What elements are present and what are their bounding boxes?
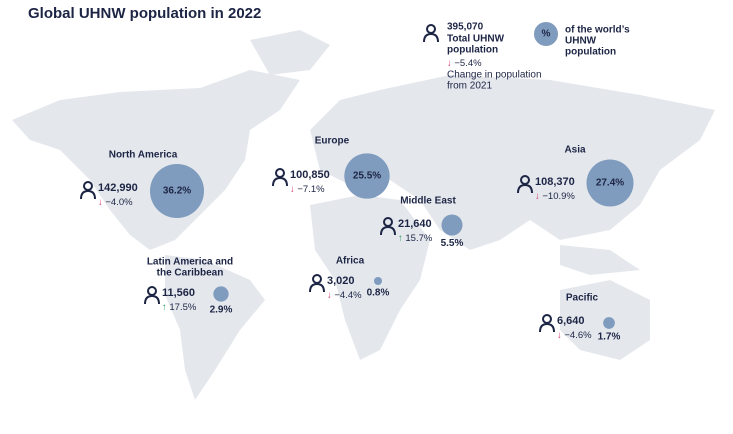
change-value: −5.4% (452, 58, 482, 69)
change: ↓ −5.4% (447, 58, 482, 69)
population: 142,990 (98, 182, 138, 194)
change-arrow: ↓ (327, 290, 332, 301)
change-arrow: ↓ (535, 191, 540, 202)
icon-head (542, 314, 552, 324)
change-arrow: ↑ (398, 233, 403, 244)
region: Middle East 21,640 ↑ 15.7% 5.5% (380, 196, 464, 249)
region: Africa 3,020 ↓ −4.4% 0.8% (309, 256, 390, 301)
share-label: 5.5% (441, 238, 464, 249)
world-map (12, 30, 715, 400)
legend-caption: population (565, 47, 616, 58)
change-arrow: ↓ (447, 58, 452, 69)
legend-bubble (534, 22, 558, 46)
change-value: −4.4% (332, 290, 362, 301)
icon-body (517, 183, 533, 194)
region: North America 142,990 ↓ −4.0% 36.2% (80, 150, 205, 219)
region-name: Africa (336, 256, 365, 267)
legend-population: 395,070 (447, 22, 484, 33)
person-icon (380, 217, 396, 236)
legend-caption: of the world’s (565, 25, 630, 36)
region: Europe 100,850 ↓ −7.1% 25.5% (272, 136, 390, 199)
legend-caption: UHNW (565, 36, 597, 47)
region-name: North America (109, 150, 178, 161)
person-icon (144, 286, 160, 305)
share-bubble (441, 214, 463, 236)
population: 100,850 (290, 169, 330, 181)
region-name: the Caribbean (157, 268, 224, 279)
legend-caption: Total UHNW (447, 34, 505, 45)
icon-head (312, 274, 322, 284)
change: ↑ 17.5% (162, 302, 197, 313)
change: ↓ −10.9% (535, 191, 575, 202)
region-name: Latin America and (147, 257, 233, 268)
change-value: −10.9% (540, 191, 576, 202)
population: 3,020 (327, 275, 355, 287)
share-bubble (586, 159, 634, 207)
share-label: 1.7% (598, 331, 621, 342)
icon-body (80, 189, 96, 200)
change: ↓ −4.0% (98, 197, 133, 208)
change-value: −4.0% (103, 197, 133, 208)
icon-body (272, 176, 288, 187)
region: Asia 108,370 ↓ −10.9% 27.4% (517, 145, 634, 207)
region-name: Pacific (566, 293, 599, 304)
icon-head (275, 168, 285, 178)
person-icon (272, 168, 288, 187)
region-name: Middle East (400, 196, 456, 207)
icon-body (380, 225, 396, 236)
population: 6,640 (557, 315, 585, 327)
legend-caption: from 2021 (447, 81, 492, 92)
person-icon (539, 314, 555, 333)
share-label: 25.5% (353, 171, 381, 182)
icon-body (423, 32, 439, 43)
change-arrow: ↑ (162, 302, 167, 313)
region: Pacific 6,640 ↓ −4.6% 1.7% (539, 293, 621, 342)
title: Global UHNW population in 2022 (28, 5, 261, 22)
share-bubble (373, 276, 383, 286)
change: ↑ 15.7% (398, 233, 433, 244)
icon-body (539, 322, 555, 333)
person-icon (309, 274, 325, 293)
share-label: 2.9% (210, 304, 233, 315)
icon-head (147, 286, 157, 296)
share-label: 27.4% (596, 178, 624, 189)
share-label: 36.2% (163, 186, 191, 197)
regions: North America 142,990 ↓ −4.0% 36.2% Europe 10… (80, 136, 634, 342)
person-icon (423, 24, 439, 43)
change-arrow: ↓ (290, 184, 295, 195)
legend-symbol: % (542, 29, 551, 40)
change-value: −4.6% (562, 330, 592, 341)
icon-head (426, 24, 436, 34)
population: 21,640 (398, 218, 432, 230)
change: ↓ −4.6% (557, 330, 592, 341)
person-icon (80, 181, 96, 200)
population: 108,370 (535, 176, 575, 188)
change: ↓ −7.1% (290, 184, 325, 195)
share-bubble (213, 286, 229, 302)
person-icon (517, 175, 533, 194)
region-name: Europe (315, 136, 350, 147)
icon-body (309, 282, 325, 293)
change-arrow: ↓ (98, 197, 103, 208)
share-label: 0.8% (367, 288, 390, 299)
change-value: 17.5% (167, 302, 197, 313)
icon-body (144, 294, 160, 305)
share-bubble (344, 153, 390, 199)
share-bubble (603, 317, 615, 329)
change: ↓ −4.4% (327, 290, 362, 301)
legend-caption: population (447, 45, 498, 56)
change-value: 15.7% (403, 233, 433, 244)
population: 11,560 (162, 287, 195, 299)
icon-head (83, 181, 93, 191)
share-bubble (149, 163, 205, 219)
change-value: −7.1% (295, 184, 325, 195)
region-name: Asia (564, 145, 586, 156)
legend-caption: Change in population (447, 70, 542, 81)
change-arrow: ↓ (557, 330, 562, 341)
